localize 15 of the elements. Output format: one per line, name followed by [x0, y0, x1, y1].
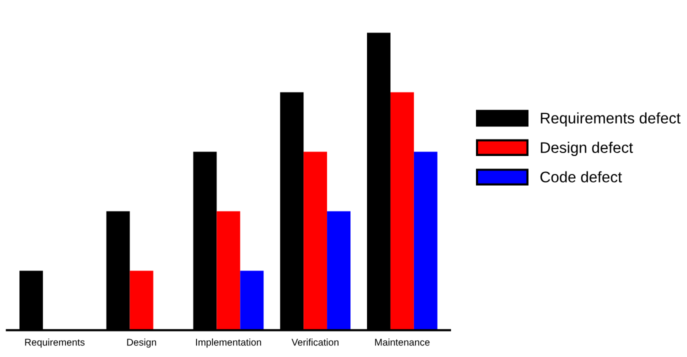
x-tick-label: Verification: [292, 338, 338, 346]
bar: [130, 270, 154, 330]
bar: [390, 92, 414, 330]
legend-label: Requirements defect: [540, 112, 681, 127]
bar: [414, 152, 438, 330]
bar: [240, 270, 264, 330]
bar: [216, 211, 240, 330]
bar: [327, 211, 350, 330]
x-tick-label: Implementation: [196, 338, 262, 348]
legend-label: Design defect: [540, 142, 633, 156]
x-tick-label: Requirements: [25, 338, 85, 348]
bar: [304, 152, 328, 330]
x-tick-label: Maintenance: [375, 338, 430, 346]
legend-label: Code defect: [540, 171, 622, 182]
x-tick-label: Design: [127, 338, 156, 348]
